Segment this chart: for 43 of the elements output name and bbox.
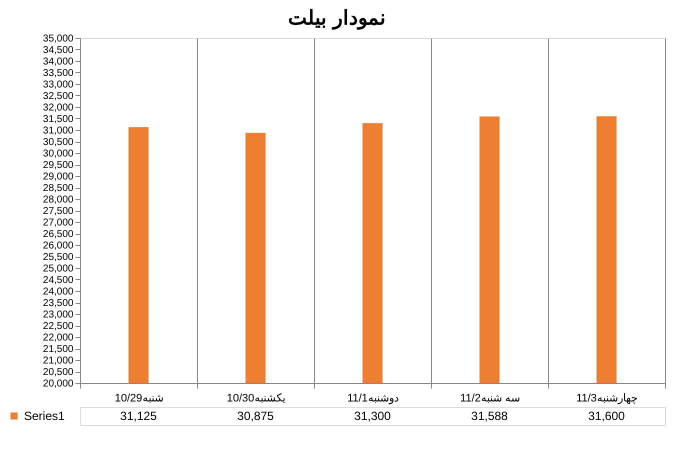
y-tick-label: 27,000 (42, 218, 74, 228)
y-tick-label: 25,500 (42, 252, 74, 263)
y-tick-label: 20,000 (42, 378, 74, 390)
y-tick-label: 32,000 (42, 102, 74, 114)
y-tick-label: 31,500 (42, 114, 74, 125)
y-tick-label: 29,500 (42, 160, 74, 171)
text: 30,875 (237, 409, 274, 423)
chart-title: نمودار بیلت (288, 8, 386, 30)
legend-label: Series1 (24, 409, 66, 423)
x-tick-label: 11/1دوشنبه (347, 392, 399, 404)
y-tick-label: 34,500 (42, 45, 74, 56)
y-tick-label: 32,500 (42, 91, 74, 102)
y-tick-label: 27,500 (42, 206, 74, 217)
x-tick-label: 11/2سه شنبه (460, 392, 520, 404)
y-tick-label: 21,000 (42, 356, 74, 366)
y-tick-label: 30,500 (42, 137, 74, 148)
y-tick-label: 30,000 (42, 148, 74, 160)
y-tick-label: 23,500 (42, 298, 74, 309)
x-tick-label: 11/3چهارشنبه (576, 392, 638, 404)
text: 31,600 (588, 409, 625, 423)
y-tick-label: 34,000 (42, 56, 74, 68)
y-tick-label: 29,000 (42, 172, 74, 182)
text: 31,588 (471, 409, 508, 423)
text: 31,125 (120, 409, 157, 423)
y-tick-label: 33,000 (42, 80, 74, 90)
y-tick-label: 20,500 (42, 367, 74, 378)
y-tick-label: 26,500 (42, 229, 74, 240)
y-tick-label: 26,000 (42, 240, 74, 252)
y-tick-label: 33,500 (42, 68, 74, 79)
x-tick-label: 10/29شنبه (114, 392, 164, 404)
x-tick-label: 10/30یکشنبه (226, 392, 286, 404)
y-tick-label: 24,000 (42, 286, 74, 298)
y-tick-label: 21,500 (42, 344, 74, 355)
y-tick-label: 31,000 (42, 126, 74, 136)
y-tick-label: 22,000 (42, 332, 74, 344)
y-tick-label: 23,000 (42, 310, 74, 320)
y-tick-label: 35,000 (42, 34, 74, 44)
y-tick-label: 28,500 (42, 183, 74, 194)
y-tick-label: 28,000 (42, 194, 74, 206)
y-tick-label: 24,500 (42, 275, 74, 286)
y-tick-label: 25,000 (42, 264, 74, 274)
y-tick-label: 22,500 (42, 321, 74, 332)
text: 31,300 (354, 409, 391, 423)
